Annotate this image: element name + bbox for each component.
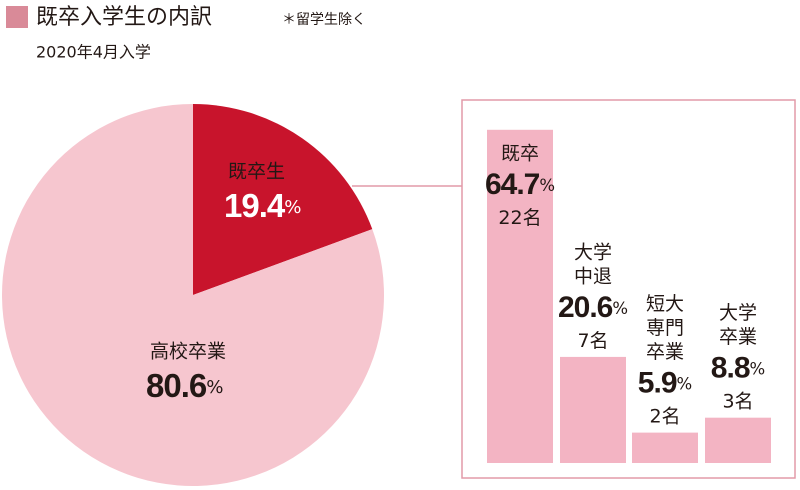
- count-unit: 名: [662, 405, 681, 427]
- bar: [632, 432, 698, 463]
- bar-category: 卒業: [646, 341, 684, 363]
- count-label: 3名: [722, 390, 753, 412]
- unit: %: [750, 359, 766, 378]
- unit: %: [539, 175, 555, 194]
- detail-box: [461, 99, 796, 479]
- bar: [487, 129, 553, 464]
- value-label: 64.7%: [485, 168, 555, 201]
- bar-category: 卒業: [719, 326, 757, 348]
- value-label: 5.9%: [638, 367, 692, 400]
- value: 19.4: [224, 187, 286, 224]
- count: 3: [722, 390, 734, 412]
- count-label: 7名: [577, 329, 608, 351]
- value: 5.9: [638, 367, 677, 400]
- bar-category: 大学: [574, 241, 612, 263]
- unit: %: [612, 298, 628, 317]
- value-label: 8.8%: [711, 352, 765, 385]
- count: 2: [649, 405, 661, 427]
- bar: [560, 356, 626, 463]
- pie-slice: [193, 104, 373, 295]
- note: ＊留学生除く: [282, 12, 366, 28]
- count-label: 22名: [498, 206, 541, 228]
- count: 7: [577, 329, 589, 351]
- value: 20.6: [558, 291, 613, 324]
- title: 既卒入学生の内訳: [36, 5, 212, 30]
- subtitle: 2020年4月入学: [36, 43, 151, 62]
- value-label: 19.4%: [224, 187, 301, 224]
- unit: %: [206, 377, 223, 398]
- value: 80.6: [146, 367, 207, 404]
- bar-category: 大学: [719, 302, 757, 324]
- unit: %: [677, 374, 693, 393]
- count-unit: 名: [523, 206, 542, 228]
- count-unit: 名: [590, 329, 609, 351]
- count-unit: 名: [735, 390, 754, 412]
- slice-label: 既卒生: [228, 161, 285, 183]
- value-label: 80.6%: [146, 367, 223, 404]
- bar-category: 短大: [646, 293, 684, 315]
- bar-category: 専門: [646, 317, 684, 339]
- value: 64.7: [485, 168, 540, 201]
- value: 8.8: [711, 352, 750, 385]
- count: 22: [498, 206, 522, 228]
- slice-label: 高校卒業: [150, 341, 226, 363]
- bar-category: 中退: [574, 265, 612, 287]
- unit: %: [284, 197, 301, 218]
- value-label: 20.6%: [558, 291, 628, 324]
- bar-category: 既卒: [501, 142, 539, 164]
- count-label: 2名: [649, 405, 680, 427]
- bar: [705, 417, 771, 463]
- title-marker: [6, 6, 28, 28]
- pie-slice: [1, 104, 384, 487]
